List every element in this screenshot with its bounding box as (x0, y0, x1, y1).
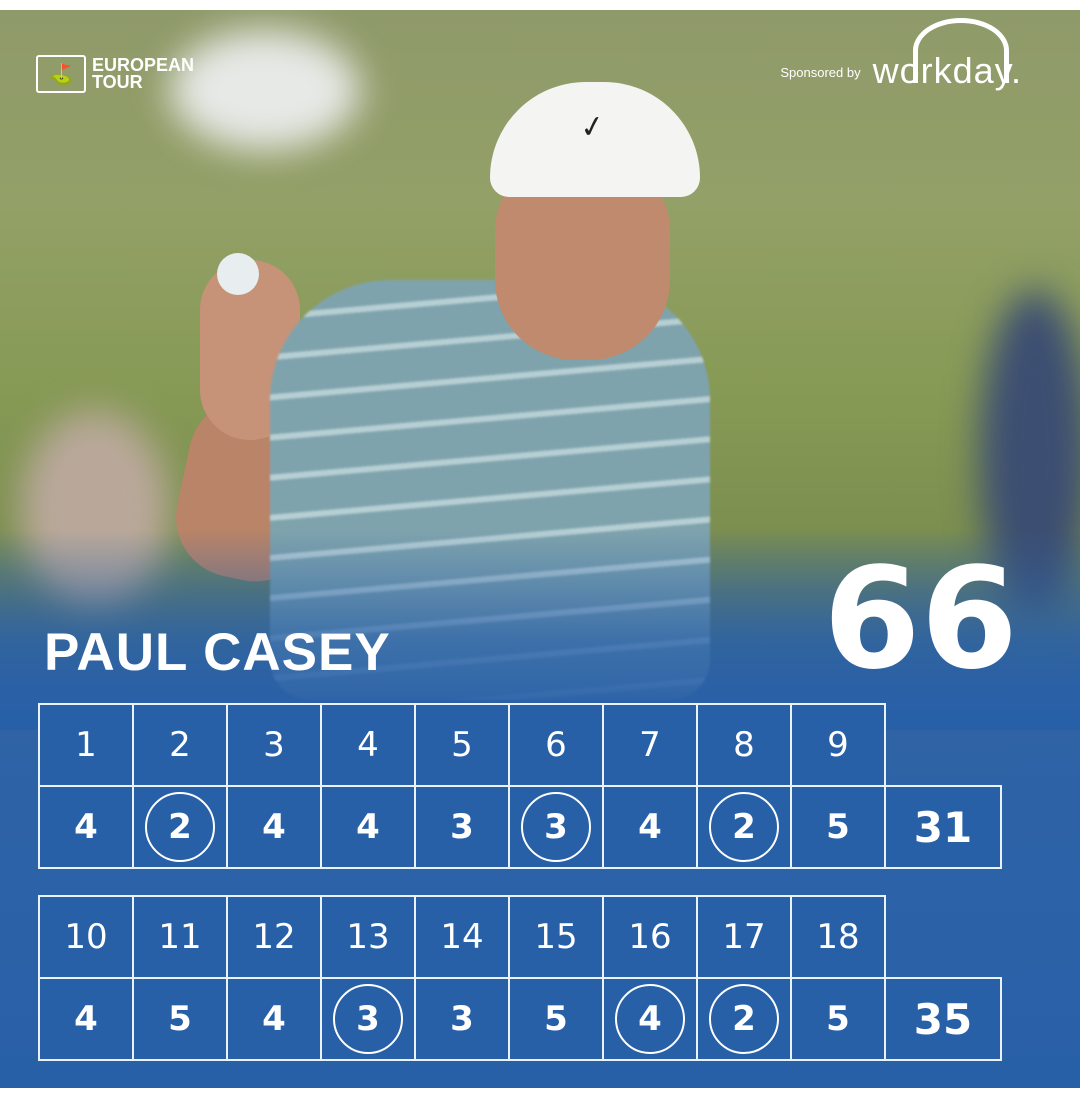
hole-number: 7 (602, 703, 698, 787)
hole-score: 5 (132, 977, 228, 1061)
hole-number: 13 (320, 895, 416, 979)
hole-number: 14 (414, 895, 510, 979)
hole-number: 17 (696, 895, 792, 979)
workday-arc-icon (912, 18, 1009, 83)
hole-number: 3 (226, 703, 322, 787)
hole-score: 2 (696, 785, 792, 869)
birdie-circle: 2 (145, 792, 215, 862)
hole-number: 5 (414, 703, 510, 787)
hole-number: 11 (132, 895, 228, 979)
score-row: 4 2 4 4 3 3 4 2 5 31 (38, 785, 1002, 869)
nine-subtotal: 31 (884, 785, 1002, 869)
score-row: 4 5 4 3 3 5 4 2 5 35 (38, 977, 1002, 1061)
hole-number: 18 (790, 895, 886, 979)
hole-score: 4 (38, 977, 134, 1061)
hole-row: 10 11 12 13 14 15 16 17 18 (38, 895, 1002, 979)
hole-number: 2 (132, 703, 228, 787)
hole-number: 4 (320, 703, 416, 787)
hole-score: 3 (414, 977, 510, 1061)
hole-number: 9 (790, 703, 886, 787)
sponsor: Sponsored by workday. (780, 18, 1022, 92)
logo-line2: TOUR (92, 72, 143, 92)
hole-score: 5 (790, 785, 886, 869)
hole-number: 10 (38, 895, 134, 979)
hole-score: 5 (790, 977, 886, 1061)
hole-number: 16 (602, 895, 698, 979)
total-score: 66 (823, 538, 1018, 701)
golf-ball (217, 253, 259, 295)
sponsored-by-label: Sponsored by (780, 65, 861, 80)
birdie-circle: 3 (333, 984, 403, 1054)
hole-score: 2 (696, 977, 792, 1061)
workday-logo: workday. (873, 18, 1022, 92)
hole-score: 4 (320, 785, 416, 869)
hole-number: 12 (226, 895, 322, 979)
birdie-circle: 3 (521, 792, 591, 862)
birdie-circle: 2 (709, 792, 779, 862)
front-nine-card: 1 2 3 4 5 6 7 8 9 4 2 4 4 3 3 4 2 5 31 (38, 703, 1002, 869)
hole-score: 4 (226, 977, 322, 1061)
hole-number: 1 (38, 703, 134, 787)
background-blur (170, 30, 360, 150)
hole-score: 4 (226, 785, 322, 869)
hole-number: 15 (508, 895, 604, 979)
hole-score: 4 (602, 785, 698, 869)
player-name: PAUL CASEY (44, 623, 391, 682)
nine-subtotal: 35 (884, 977, 1002, 1061)
hole-number: 6 (508, 703, 604, 787)
logo-line1: EUROPEAN (92, 55, 195, 75)
hole-number: 8 (696, 703, 792, 787)
hole-score: 3 (508, 785, 604, 869)
scorecard-graphic: ✓ ⛳ EUROPEAN TOUR Sponsored by workday. P… (0, 10, 1080, 1088)
hole-score: 2 (132, 785, 228, 869)
hole-score: 3 (414, 785, 510, 869)
golfer-icon: ⛳ (36, 55, 86, 93)
hole-score: 5 (508, 977, 604, 1061)
blue-fade (0, 530, 1080, 730)
hole-score: 4 (38, 785, 134, 869)
hole-score: 3 (320, 977, 416, 1061)
european-tour-logo: ⛳ EUROPEAN TOUR (36, 55, 194, 93)
back-nine-card: 10 11 12 13 14 15 16 17 18 4 5 4 3 3 5 4 2 5 35 (38, 895, 1002, 1061)
birdie-circle: 2 (709, 984, 779, 1054)
birdie-circle: 4 (615, 984, 685, 1054)
hole-score: 4 (602, 977, 698, 1061)
